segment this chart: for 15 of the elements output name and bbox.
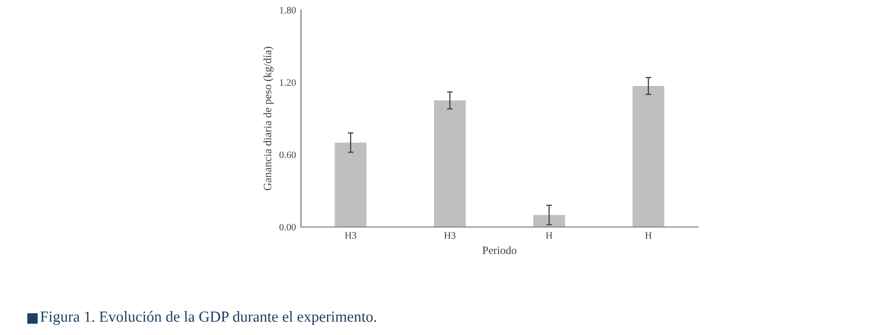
- text: Figura 1. Evolución de la GDP durante el experimento.: [40, 311, 376, 325]
- bar: [434, 100, 466, 227]
- x-tick-label: H3: [344, 232, 356, 239]
- bar: [533, 214, 566, 227]
- y-tick-label: 0.00: [279, 224, 296, 231]
- x-tick-label: H: [546, 232, 552, 239]
- x-axis-title: Periodo: [482, 246, 516, 254]
- y-axis-title: Ganancia diaria de peso (kg/día): [263, 46, 274, 190]
- y-tick-label: 0.60: [279, 152, 296, 158]
- y-tick-label: 1.20: [280, 79, 296, 86]
- bar: [334, 142, 367, 227]
- x-tick-label: H3: [444, 232, 456, 239]
- bar: [632, 86, 664, 227]
- y-tick-label: 1.80: [280, 6, 296, 14]
- x-tick-label: H: [645, 232, 652, 239]
